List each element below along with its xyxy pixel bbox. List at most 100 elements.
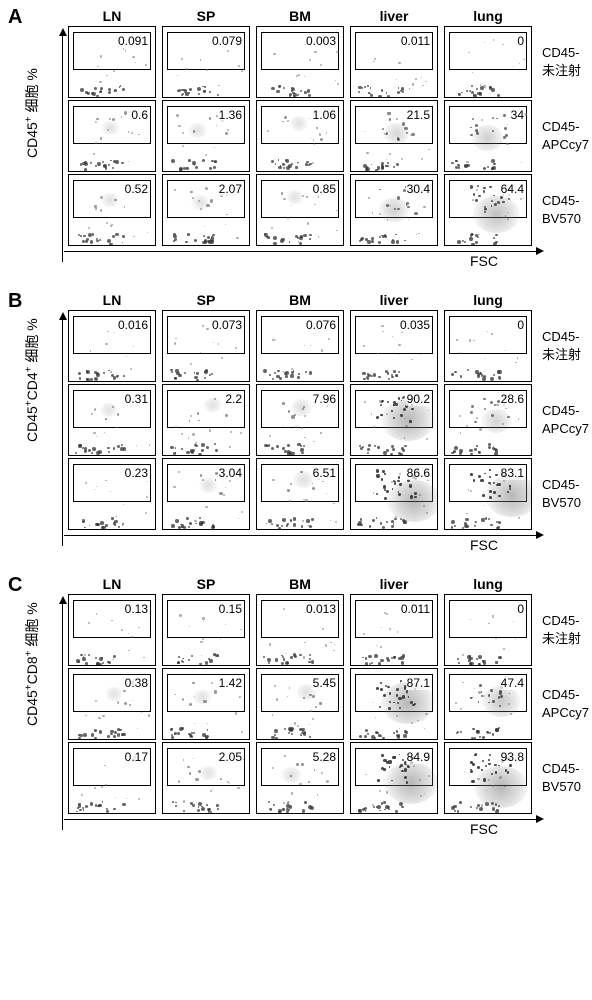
column-header: BM [256,576,344,592]
gate-value: 0.013 [305,602,337,616]
column-header: SP [162,576,250,592]
x-axis: FSC [68,814,588,832]
row-label: CD45-BV570 [542,192,581,227]
gate-value: 0.17 [124,750,149,764]
facs-plot: 1.36 [162,100,250,172]
facs-plot: 84.9 [350,742,438,814]
gate-value: 0.6 [130,108,149,122]
facs-plot: 6.51 [256,458,344,530]
facs-plot: 0.38 [68,668,156,740]
facs-plot: 0.6 [68,100,156,172]
y-axis-label: CD45+ 细胞 % [22,68,42,158]
gate-value: 0.31 [124,392,149,406]
facs-plot: 0.17 [68,742,156,814]
row-label-line1: CD45- [542,476,581,494]
facs-plot: 7.96 [256,384,344,456]
gate-value: 30.4 [406,182,431,196]
row-label-line2: BV570 [542,778,581,796]
gate-value: 2.07 [218,182,243,196]
y-axis-label: CD45+CD4+ 细胞 % [22,318,42,442]
facs-grid: LNSPBMliverlung0.0160.0730.0760.0350CD45… [62,292,588,548]
column-header: LN [68,576,156,592]
row-label-line2: APCcy7 [542,136,589,154]
facs-plot: 0.079 [162,26,250,98]
facs-plot: 86.6 [350,458,438,530]
column-header: SP [162,292,250,308]
column-header: lung [444,292,532,308]
gate-value: 83.1 [500,466,525,480]
facs-plot: 0.15 [162,594,250,666]
gate-value: 0.076 [305,318,337,332]
column-header: BM [256,292,344,308]
row-label-line2: APCcy7 [542,420,589,438]
grid-row: 0.522.070.8530.464.4CD45-BV570 [62,174,588,246]
row-label-line1: CD45- [542,328,581,346]
row-label-line1: CD45- [542,612,581,630]
facs-grid: LNSPBMliverlung 0.091 0.079 0.003 0.011 0 CD45… [62,8,588,264]
x-axis-label: FSC [470,537,498,553]
gate-value: 0.52 [124,182,149,196]
row-label-line1: CD45- [542,192,581,210]
gate-value: 0.091 [117,34,149,48]
facs-plot: 0.073 [162,310,250,382]
gate-value: 0 [516,602,525,616]
column-header: LN [68,292,156,308]
row-label-line1: CD45- [542,118,589,136]
column-header: liver [350,8,438,24]
x-axis: FSC [68,530,588,548]
gate-value: 34 [510,108,525,122]
facs-plot: 30.4 [350,174,438,246]
x-axis-label: FSC [470,253,498,269]
grid-row: 0.13 0.15 0.013 0.011 0 CD45-未注射 [62,594,588,666]
facs-plot: 90.2 [350,384,438,456]
grid-row: 0.312.27.9690.228.6CD45-APCcy7 [62,384,588,456]
row-label: CD45-BV570 [542,476,581,511]
panel-letter: B [8,290,22,313]
row-label-line2: BV570 [542,494,581,512]
column-headers: LN SP BM liver lung [68,576,588,592]
facs-plot: 0 [444,310,532,382]
gate-box [449,600,527,638]
grid-row: 0.6 1.36 1.06 21.5 34 CD45-APCcy7 [62,100,588,172]
row-label: CD45-未注射 [542,44,581,79]
facs-plot: 0.13 [68,594,156,666]
gate-value: 0.85 [312,182,337,196]
figure-panel: CCD45+CD8+ 细胞 %LNSPBMliverlung0.130.150.… [4,576,588,832]
column-header: lung [444,576,532,592]
facs-plot: 2.2 [162,384,250,456]
gate-value: 1.06 [312,108,337,122]
row-label-line2: 未注射 [542,346,581,364]
gate-box [449,316,527,354]
facs-plot: 0.003 [256,26,344,98]
facs-plot: 47.4 [444,668,532,740]
gate-value: 0.011 [400,34,431,48]
facs-plot: 0.011 [350,594,438,666]
row-label: CD45-APCcy7 [542,402,589,437]
figure-panel: BCD45+CD4+ 细胞 % LN SP BM liver lung 0.0160.073… [4,292,588,548]
column-headers: LNSPBMliverlung [68,8,588,24]
row-label: CD45-未注射 [542,328,581,363]
gate-value: 93.8 [500,750,525,764]
row-label: CD45-未注射 [542,612,581,647]
facs-plot: 21.5 [350,100,438,172]
row-label: CD45-APCcy7 [542,686,589,721]
figure-panel: ACD45+ 细胞 %LNSPBMliverlung0.0910.0790.00… [4,8,588,264]
row-label-line1: CD45- [542,760,581,778]
column-headers: LN SP BM liver lung [68,292,588,308]
grid-row: 0.172.055.2884.993.8CD45-BV570 [62,742,588,814]
gate-value: 86.6 [406,466,431,480]
facs-plot: 0.091 [68,26,156,98]
facs-plot: 83.1 [444,458,532,530]
row-label: CD45-APCcy7 [542,118,589,153]
column-header: liver [350,292,438,308]
gate-value: 0.003 [305,34,337,48]
facs-plot: 1.06 [256,100,344,172]
gate-value: 0.15 [218,602,243,616]
row-label-line1: CD45- [542,686,589,704]
gate-value: 5.28 [312,750,337,764]
column-header: SP [162,8,250,24]
facs-plot: 2.07 [162,174,250,246]
facs-plot: 0 [444,26,532,98]
facs-plot: 0.016 [68,310,156,382]
column-header: liver [350,576,438,592]
